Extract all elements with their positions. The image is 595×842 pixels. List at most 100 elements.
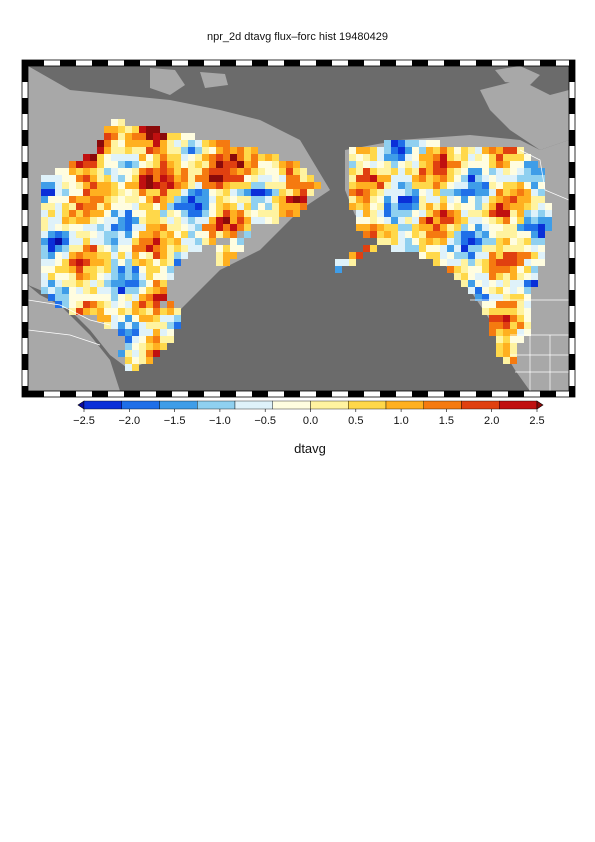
frame-segment — [92, 60, 108, 66]
field-cell — [118, 301, 125, 308]
field-cell — [118, 329, 125, 336]
field-cell — [48, 238, 55, 245]
field-cell — [132, 238, 139, 245]
field-cell — [384, 231, 391, 238]
field-cell — [69, 252, 76, 259]
field-cell — [160, 322, 167, 329]
field-cell — [286, 189, 293, 196]
field-cell — [517, 259, 524, 266]
field-cell — [251, 147, 258, 154]
field-cell — [174, 231, 181, 238]
field-cell — [524, 154, 531, 161]
field-cell — [482, 252, 489, 259]
field-cell — [538, 175, 545, 182]
field-cell — [223, 245, 230, 252]
field-cell — [475, 294, 482, 301]
field-cell — [524, 245, 531, 252]
field-cell — [398, 168, 405, 175]
field-cell — [83, 175, 90, 182]
field-cell — [468, 168, 475, 175]
field-cell — [496, 308, 503, 315]
frame-segment — [396, 60, 412, 66]
field-cell — [146, 336, 153, 343]
field-cell — [349, 196, 356, 203]
field-cell — [62, 217, 69, 224]
field-cell — [510, 196, 517, 203]
field-cell — [132, 294, 139, 301]
field-cell — [265, 161, 272, 168]
field-cell — [440, 189, 447, 196]
field-cell — [111, 266, 118, 273]
field-cell — [146, 287, 153, 294]
frame-segment — [28, 391, 44, 397]
field-cell — [139, 357, 146, 364]
field-cell — [251, 175, 258, 182]
field-cell — [97, 210, 104, 217]
field-cell — [223, 140, 230, 147]
field-cell — [412, 245, 419, 252]
field-cell — [426, 224, 433, 231]
frame-segment — [380, 391, 396, 397]
field-cell — [69, 266, 76, 273]
field-cell — [181, 189, 188, 196]
field-cell — [286, 210, 293, 217]
field-cell — [405, 154, 412, 161]
field-cell — [146, 315, 153, 322]
field-cell — [111, 182, 118, 189]
field-cell — [69, 217, 76, 224]
field-cell — [237, 161, 244, 168]
field-cell — [83, 154, 90, 161]
field-cell — [160, 252, 167, 259]
field-cell — [111, 308, 118, 315]
field-cell — [482, 273, 489, 280]
field-cell — [146, 280, 153, 287]
field-cell — [202, 147, 209, 154]
field-cell — [139, 147, 146, 154]
field-cell — [412, 147, 419, 154]
field-cell — [97, 140, 104, 147]
field-cell — [41, 224, 48, 231]
field-cell — [195, 154, 202, 161]
field-cell — [97, 280, 104, 287]
field-cell — [377, 154, 384, 161]
frame-segment — [204, 391, 220, 397]
field-cell — [104, 322, 111, 329]
field-cell — [468, 147, 475, 154]
field-cell — [167, 273, 174, 280]
field-cell — [104, 280, 111, 287]
field-cell — [118, 175, 125, 182]
field-cell — [146, 182, 153, 189]
colorbar-tick-label: 1.0 — [393, 415, 408, 427]
field-cell — [517, 308, 524, 315]
field-cell — [433, 168, 440, 175]
frame-corner — [22, 60, 28, 66]
field-cell — [426, 238, 433, 245]
field-cell — [216, 196, 223, 203]
field-cell — [209, 210, 216, 217]
field-cell — [405, 224, 412, 231]
field-cell — [510, 322, 517, 329]
field-cell — [517, 189, 524, 196]
field-cell — [489, 280, 496, 287]
field-cell — [202, 182, 209, 189]
field-cell — [160, 203, 167, 210]
field-cell — [83, 280, 90, 287]
field-cell — [370, 161, 377, 168]
field-cell — [538, 168, 545, 175]
field-cell — [398, 189, 405, 196]
frame-segment — [22, 130, 28, 146]
frame-segment — [22, 178, 28, 194]
field-cell — [503, 294, 510, 301]
field-cell — [244, 154, 251, 161]
field-cell — [160, 154, 167, 161]
field-cell — [153, 161, 160, 168]
field-cell — [167, 322, 174, 329]
field-cell — [258, 161, 265, 168]
field-cell — [188, 147, 195, 154]
frame-segment — [156, 60, 172, 66]
field-cell — [426, 140, 433, 147]
field-cell — [153, 217, 160, 224]
field-cell — [83, 238, 90, 245]
field-cell — [230, 196, 237, 203]
field-cell — [146, 294, 153, 301]
